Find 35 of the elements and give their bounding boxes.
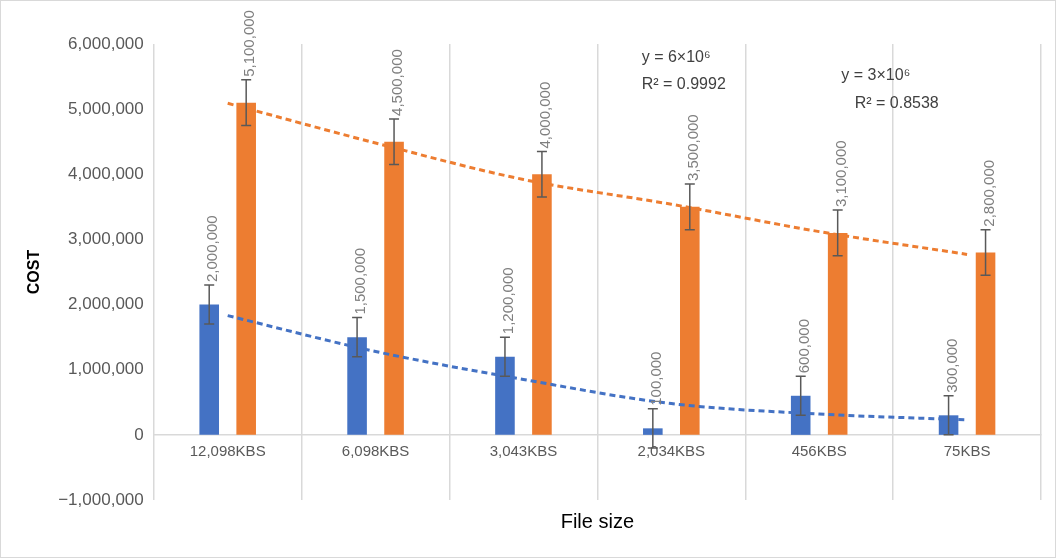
bar bbox=[199, 304, 220, 435]
y-tick-label: 2,000,000 bbox=[68, 294, 144, 314]
data-label: 100,000 bbox=[646, 351, 664, 406]
data-label: 300,000 bbox=[942, 338, 960, 393]
x-tick-label: 12,098KBS bbox=[189, 442, 266, 459]
x-tick-label: 456KBS bbox=[791, 442, 847, 459]
data-label: 3,500,000 bbox=[683, 114, 701, 182]
y-tick-label: 4,000,000 bbox=[68, 163, 144, 183]
data-label: 1,500,000 bbox=[351, 247, 369, 315]
x-tick-label: 3,043KBS bbox=[489, 442, 558, 459]
annotation: y = 6×10⁶ bbox=[641, 48, 711, 66]
data-label: 4,500,000 bbox=[388, 49, 406, 116]
data-label: 3,100,000 bbox=[831, 140, 849, 208]
y-tick-label: 3,000,000 bbox=[68, 229, 144, 249]
data-label: 4,000,000 bbox=[536, 81, 554, 149]
bar bbox=[975, 252, 996, 435]
y-axis-title: COST bbox=[25, 249, 43, 295]
annotation: y = 3×10⁶ bbox=[841, 66, 911, 84]
y-tick-label: 5,000,000 bbox=[68, 98, 144, 118]
x-axis-title: File size bbox=[560, 509, 635, 532]
y-tick-label: 0 bbox=[134, 424, 144, 444]
data-label: 600,000 bbox=[794, 318, 812, 374]
y-tick-label: 1,000,000 bbox=[68, 359, 144, 379]
y-tick-label: 6,000,000 bbox=[68, 33, 144, 53]
data-label: 2,800,000 bbox=[979, 159, 997, 227]
annotation: R² = 0.9992 bbox=[641, 75, 726, 93]
x-tick-label: 75KBS bbox=[943, 442, 991, 459]
annotation: R² = 0.8538 bbox=[854, 93, 939, 111]
x-tick-label: 2,034KBS bbox=[637, 442, 706, 459]
data-label: 2,000,000 bbox=[203, 215, 221, 283]
bar bbox=[643, 428, 663, 435]
x-tick-label: 6,098KBS bbox=[341, 442, 410, 459]
data-label: 5,100,000 bbox=[240, 10, 258, 77]
y-tick-label: −1,000,000 bbox=[58, 489, 144, 509]
data-label: 1,200,000 bbox=[499, 267, 517, 335]
